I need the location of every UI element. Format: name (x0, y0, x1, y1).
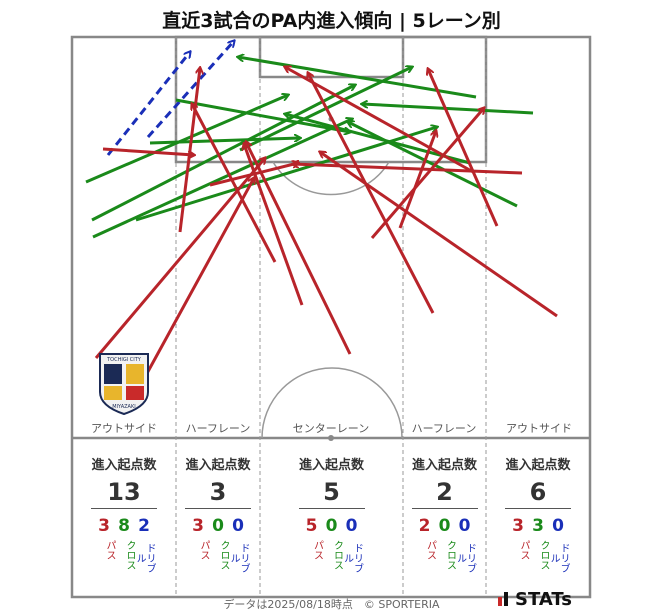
cross-arrow (85, 95, 288, 184)
lane-stat-right-outside: 進入起点数 6 3 3 0 パス クロス ドリブル (486, 440, 590, 590)
pass-arrow (102, 147, 194, 155)
cross-label: クロス (331, 540, 343, 570)
cross-count: 0 (325, 516, 338, 536)
data-source-footer: データは2025/08/18時点 © SPORTERIA (223, 598, 440, 611)
pass-count: 5 (305, 516, 318, 536)
lane-stat-divider (185, 508, 251, 509)
goal-area (258, 35, 405, 79)
pass-arrow (94, 158, 265, 359)
lane-label-right-half: ハーフレーン (412, 422, 477, 435)
lane-stat-divider (91, 508, 157, 509)
lane-stat-header: 進入起点数 (185, 458, 251, 473)
pass-count: 2 (418, 516, 431, 536)
lane-stat-divider (298, 508, 365, 509)
cross-count: 3 (532, 516, 544, 536)
dribble-label: ドリブル (341, 543, 363, 573)
dribble-count: 0 (458, 516, 471, 536)
pass-arrow (320, 152, 558, 318)
pass-arrow (209, 163, 298, 187)
dribble-count: 0 (232, 516, 244, 536)
lane-stat-header: 進入起点数 (91, 458, 157, 473)
cross-arrow (362, 104, 534, 115)
dribble-count: 0 (552, 516, 564, 536)
pass-arrow (246, 142, 352, 355)
pass-arrow (370, 108, 484, 239)
cross-arrow (91, 85, 355, 222)
lane-stat-total: 6 (529, 478, 547, 506)
pass-count: 3 (512, 516, 524, 536)
pass-label: パス (424, 540, 436, 560)
lane-stats: 進入起点数 13 3 8 2 パス クロス ドリブル 進入起点数 3 3 0 0… (72, 440, 590, 590)
cross-arrow (149, 138, 300, 145)
cross-arrow (92, 119, 352, 239)
lane-stat-total: 5 (323, 478, 340, 506)
lane-stat-left-outside: 進入起点数 13 3 8 2 パス クロス ドリブル (72, 440, 176, 590)
cross-label: クロス (444, 540, 456, 570)
team-badge: TOCHIGI CITY MIYAZAKI (99, 353, 149, 416)
lane-stat-header: 進入起点数 (505, 458, 571, 473)
cross-arrow (348, 122, 518, 208)
badge-top-text: TOCHIGI CITY (106, 357, 142, 363)
centre-spot (328, 435, 334, 441)
lane-label-left-outside: アウトサイド (91, 422, 157, 435)
page-title: 直近3試合のPA内進入傾向 | 5レーン別 (162, 10, 501, 32)
lane-stat-divider (505, 508, 571, 509)
pass-arrow (178, 68, 200, 233)
dribble-label: ドリブル (548, 543, 569, 573)
lane-stat-right-half: 進入起点数 2 2 0 0 パス クロス ドリブル (403, 440, 486, 590)
pass-label: パス (311, 540, 323, 560)
lane-label-center: センターレーン (293, 422, 369, 435)
pass-arrow (428, 69, 499, 227)
cross-label: クロス (124, 540, 135, 570)
pass-label: パス (518, 540, 529, 560)
lane-stat-total: 3 (209, 478, 227, 506)
lane-stat-left-half: 進入起点数 3 3 0 0 パス クロス ドリブル (176, 440, 260, 590)
cross-count: 0 (212, 516, 224, 536)
cross-label: クロス (538, 540, 549, 570)
pass-arrow (143, 178, 254, 378)
cross-arrow (285, 114, 471, 165)
badge-bottom-text: MIYAZAKI (112, 404, 135, 410)
pass-arrows (94, 67, 558, 378)
dribble-label: ドリブル (454, 543, 476, 573)
lane-label-right-outside: アウトサイド (506, 422, 572, 435)
pass-arrow (398, 131, 436, 229)
lane-label-left-half: ハーフレーン (186, 422, 251, 435)
dribble-label: ドリブル (228, 543, 249, 573)
pass-count: 3 (192, 516, 204, 536)
lane-dividers (175, 37, 487, 597)
centre-circle (261, 367, 403, 439)
dribble-arrow (146, 41, 234, 139)
pass-arrow (308, 73, 435, 314)
cross-arrow (175, 98, 350, 132)
lane-stat-total: 2 (436, 478, 453, 506)
cross-count: 0 (438, 516, 451, 536)
pass-label: パス (104, 540, 115, 560)
dribble-label: ドリブル (134, 543, 155, 573)
dribble-arrows (106, 41, 234, 156)
cross-label: クロス (218, 540, 229, 570)
lane-stat-header: 進入起点数 (411, 458, 477, 473)
stats-logo: STATs (498, 589, 572, 610)
pass-arrow (293, 164, 523, 175)
lane-stat-header: 進入起点数 (298, 458, 364, 473)
cross-arrows (85, 57, 534, 239)
dribble-count: 0 (345, 516, 358, 536)
dribble-arrow (106, 52, 190, 156)
stats-logo-text: STATs (515, 589, 572, 610)
dribble-count: 2 (138, 516, 150, 536)
penalty-arc (272, 161, 390, 196)
pass-arrow (192, 104, 277, 263)
lane-stat-total: 13 (107, 478, 141, 506)
stats-logo-icon (498, 592, 508, 606)
cross-count: 8 (118, 516, 130, 536)
lane-stat-center: 進入起点数 5 5 0 0 パス クロス ドリブル (260, 440, 403, 590)
pass-label: パス (198, 540, 209, 560)
lane-stat-divider (411, 508, 478, 509)
pass-count: 3 (98, 516, 110, 536)
